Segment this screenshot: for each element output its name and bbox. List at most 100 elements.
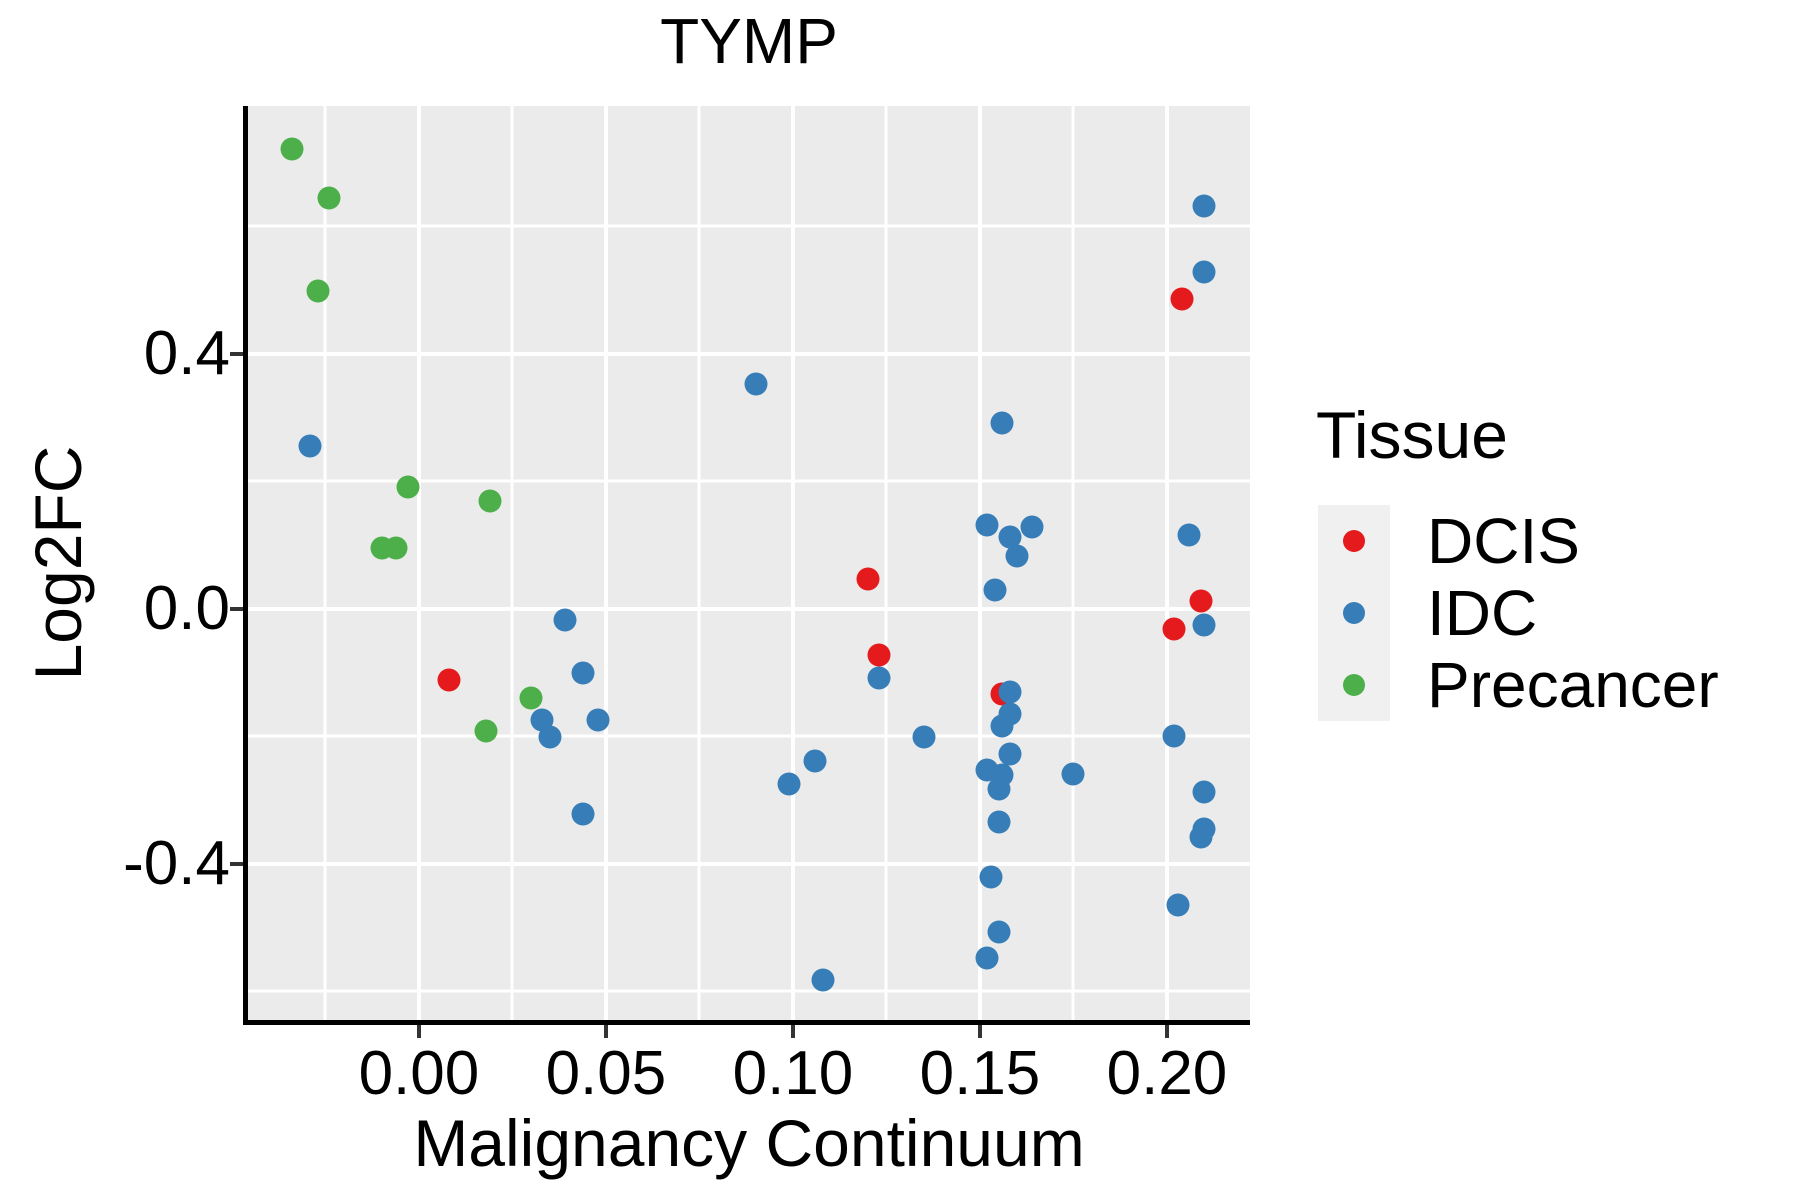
y-minor-gridline (248, 224, 1250, 228)
x-major-gridline (977, 106, 982, 1020)
data-point-precancer (519, 686, 543, 710)
data-point-idc (987, 810, 1011, 834)
y-tick-mark (230, 351, 243, 356)
data-point-idc (1061, 762, 1085, 786)
data-point-idc (571, 661, 595, 685)
data-point-idc (811, 968, 835, 992)
data-point-idc (867, 666, 891, 690)
x-tick-label: 0.10 (732, 1039, 854, 1108)
data-point-idc (1005, 544, 1029, 568)
data-point-idc (979, 865, 1003, 889)
data-point-idc (1192, 194, 1216, 218)
x-tick-label: 0.05 (545, 1039, 667, 1108)
data-point-idc (990, 714, 1014, 738)
data-point-idc (777, 772, 801, 796)
data-point-idc (990, 411, 1014, 435)
data-point-idc (912, 725, 936, 749)
data-point-idc (1192, 260, 1216, 284)
x-tick-label: 0.20 (1106, 1039, 1228, 1108)
x-axis-label: Malignancy Continuum (413, 1106, 1085, 1180)
data-point-idc (983, 578, 1007, 602)
data-point-precancer (474, 719, 498, 743)
data-point-idc (803, 749, 827, 773)
data-point-idc (975, 513, 999, 537)
x-tick-label: 0.00 (358, 1039, 480, 1108)
x-major-gridline (790, 106, 795, 1020)
legend-key (1318, 577, 1390, 649)
x-tick-mark (977, 1025, 982, 1038)
dcis-swatch-icon (1343, 530, 1365, 552)
y-tick-label: 0.4 (143, 318, 230, 388)
x-tick-mark (603, 1025, 608, 1038)
data-point-precancer (396, 475, 420, 499)
precancer-swatch-icon (1343, 674, 1365, 696)
legend-label-idc: IDC (1427, 577, 1538, 649)
legend-label-precancer: Precancer (1427, 649, 1719, 721)
y-minor-gridline (248, 479, 1250, 483)
data-point-idc (987, 920, 1011, 944)
data-point-idc (586, 708, 610, 732)
legend-key (1318, 505, 1390, 577)
data-point-idc (1192, 780, 1216, 804)
x-major-gridline (416, 106, 421, 1020)
x-minor-gridline (697, 106, 701, 1020)
data-point-idc (553, 608, 577, 632)
data-point-idc (538, 725, 562, 749)
data-point-dcis (437, 668, 461, 692)
data-point-dcis (856, 567, 880, 591)
data-point-idc (998, 525, 1022, 549)
x-tick-mark (790, 1025, 795, 1038)
plot-title: TYMP (660, 5, 838, 77)
y-axis-label: Log2FC (21, 445, 95, 681)
legend-item-dcis: DCIS (1318, 505, 1580, 577)
x-tick-mark (416, 1025, 421, 1038)
data-point-idc (1192, 613, 1216, 637)
y-axis-line (243, 106, 248, 1025)
data-point-idc (1166, 893, 1190, 917)
y-major-gridline (248, 606, 1250, 611)
x-axis-line (243, 1020, 1250, 1025)
x-major-gridline (1164, 106, 1169, 1020)
y-major-gridline (248, 351, 1250, 356)
x-minor-gridline (1071, 106, 1075, 1020)
data-point-idc (998, 680, 1022, 704)
data-point-idc (1189, 825, 1213, 849)
y-tick-mark (230, 606, 243, 611)
data-point-idc (571, 802, 595, 826)
data-point-idc (1020, 515, 1044, 539)
legend-label-dcis: DCIS (1427, 505, 1580, 577)
y-tick-label: -0.4 (123, 828, 230, 898)
data-point-precancer (280, 137, 304, 161)
data-point-precancer (384, 536, 408, 560)
y-tick-mark (230, 861, 243, 866)
data-point-dcis (1170, 287, 1194, 311)
data-point-idc (987, 777, 1011, 801)
data-point-precancer (317, 186, 341, 210)
data-point-idc (998, 742, 1022, 766)
x-minor-gridline (884, 106, 888, 1020)
data-point-precancer (306, 279, 330, 303)
data-point-idc (1177, 523, 1201, 547)
data-point-idc (744, 372, 768, 396)
x-minor-gridline (323, 106, 327, 1020)
legend-item-idc: IDC (1318, 577, 1537, 649)
x-tick-mark (1164, 1025, 1169, 1038)
x-minor-gridline (510, 106, 514, 1020)
y-major-gridline (248, 861, 1250, 866)
y-minor-gridline (248, 734, 1250, 738)
data-point-dcis (1189, 589, 1213, 613)
legend-item-precancer: Precancer (1318, 649, 1719, 721)
data-point-idc (298, 434, 322, 458)
idc-swatch-icon (1343, 602, 1365, 624)
data-point-dcis (867, 643, 891, 667)
legend-title: Tissue (1316, 398, 1508, 472)
y-minor-gridline (248, 989, 1250, 993)
data-point-idc (1162, 724, 1186, 748)
plot-panel (248, 106, 1250, 1020)
y-tick-label: 0.0 (143, 573, 230, 643)
data-point-precancer (478, 489, 502, 513)
data-point-idc (975, 946, 999, 970)
x-tick-label: 0.15 (919, 1039, 1041, 1108)
x-major-gridline (603, 106, 608, 1020)
